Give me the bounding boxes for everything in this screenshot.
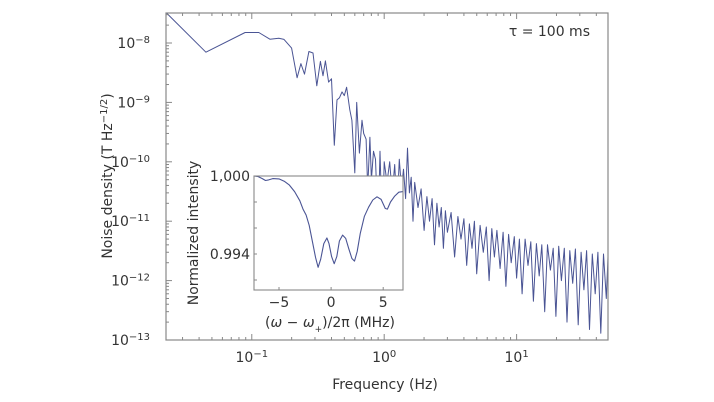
x-tick-base: 10: [372, 350, 390, 366]
main-x-ticks: 10−1 100 101: [182, 13, 597, 367]
y-tick-label: 10−8: [117, 35, 150, 53]
inset-x-tick-label: 0: [327, 295, 336, 311]
y-tick-exp: −13: [129, 332, 150, 343]
x-tick-label: 10−1: [235, 349, 268, 367]
inset-y-tick-label: 0.994: [210, 247, 250, 263]
y-tick-label: 10−9: [117, 94, 150, 112]
x-axis-title: Frequency (Hz): [332, 377, 438, 393]
main-plot: 10−1 100 101 10−810−910−1010−1110−1210−13 …: [99, 12, 609, 393]
inset-x-axis-title: (ω − ω+)/2π (MHz): [265, 315, 395, 335]
main-series-line: [166, 12, 609, 334]
y-tick-exp: −11: [129, 213, 150, 224]
y-tick-exp: −10: [129, 153, 150, 164]
tau-annotation: τ = 100 ms: [509, 24, 590, 40]
y-axis-title-close: ): [100, 93, 116, 98]
inset-xlabel-omega: ω: [270, 315, 282, 331]
inset-xlabel-rest: )/2π (MHz): [322, 315, 395, 331]
y-tick-label: 10−11: [111, 213, 150, 231]
x-tick-exp: −1: [253, 349, 268, 360]
x-tick-base: 10: [505, 350, 523, 366]
inset-x-ticks: −5 0 5: [269, 287, 388, 311]
y-tick-base: 10: [111, 214, 129, 230]
y-tick-base: 10: [111, 333, 129, 349]
inset-y-axis-title: Normalized intensity: [186, 161, 202, 306]
inset-series-line: [253, 175, 404, 268]
y-tick-label: 10−12: [111, 272, 150, 290]
x-tick-exp: 0: [390, 349, 396, 360]
y-axis-title-base: Noise density (T Hz: [100, 123, 116, 258]
main-plot-frame: [165, 12, 609, 341]
inset-y-ticks: 1,000 0.994: [210, 169, 257, 281]
x-tick-label: 100: [372, 349, 396, 367]
y-tick-label: 10−13: [111, 332, 150, 350]
inset-x-tick-label: 5: [379, 295, 388, 311]
inset-background: [254, 176, 403, 290]
y-tick-base: 10: [111, 274, 129, 290]
inset-xlabel-open: (: [265, 315, 270, 331]
y-tick-base: 10: [117, 36, 135, 52]
inset-plot-frame: [253, 175, 404, 291]
inset-y-tick-label: 1,000: [210, 169, 250, 185]
y-tick-label: 10−10: [111, 153, 150, 171]
y-tick-exp: −9: [135, 94, 150, 105]
inset-xlabel-sub: +: [315, 325, 323, 335]
y-tick-exp: −8: [135, 35, 150, 46]
inset-xlabel-minus: −: [282, 315, 303, 331]
x-tick-exp: 1: [522, 349, 528, 360]
inset-xlabel-omega2: ω: [303, 315, 315, 331]
y-axis-title: Noise density (T Hz−1/2): [99, 93, 117, 258]
y-tick-exp: −12: [129, 272, 150, 283]
y-tick-base: 10: [111, 155, 129, 171]
y-axis-title-sup: −1/2: [99, 99, 110, 123]
y-tick-base: 10: [117, 95, 135, 111]
x-tick-label: 101: [505, 349, 529, 367]
x-tick-base: 10: [235, 350, 253, 366]
inset-x-tick-label: −5: [269, 295, 290, 311]
